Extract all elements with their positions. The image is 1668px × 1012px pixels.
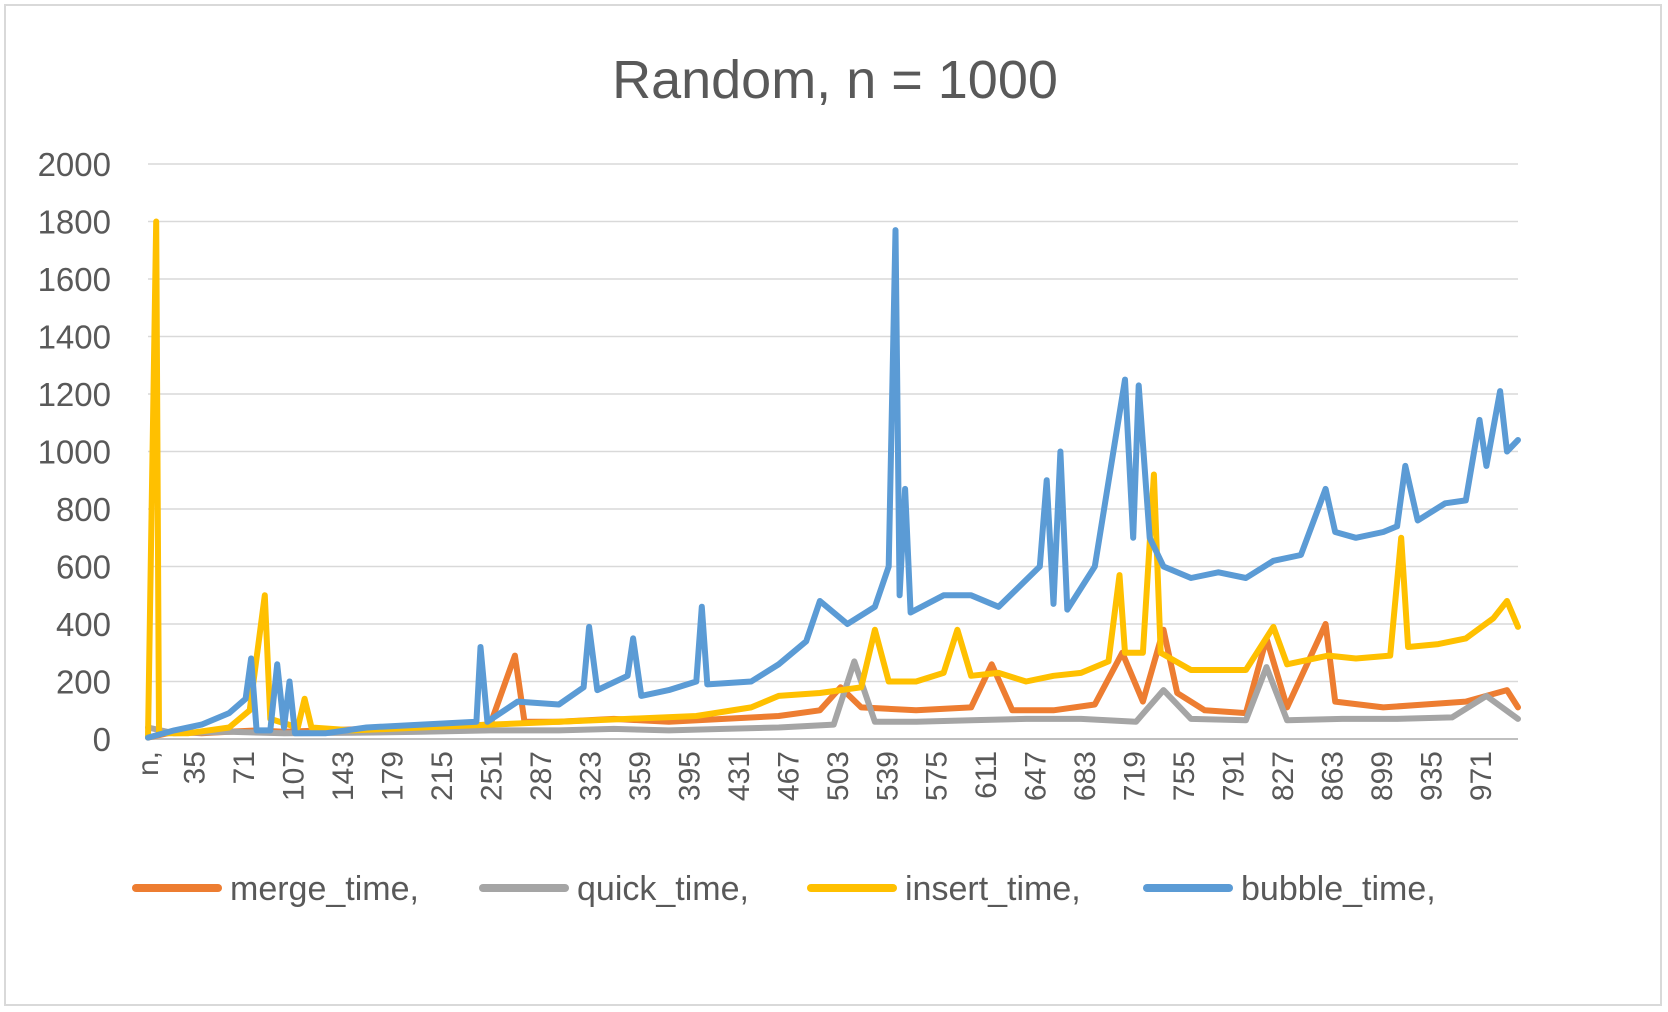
x-tick-label: 827 — [1267, 751, 1300, 801]
x-tick-label: 431 — [723, 751, 756, 801]
x-tick-label: n, — [132, 751, 165, 776]
series-layer — [145, 218, 1521, 741]
x-tick-label: 539 — [871, 751, 904, 801]
y-tick-label: 200 — [56, 664, 111, 701]
y-tick-label: 0 — [93, 721, 111, 758]
x-tick-label: 755 — [1168, 751, 1201, 801]
x-tick-label: 575 — [921, 751, 954, 801]
legend-label: merge_time, — [230, 870, 419, 908]
chart-frame: Random, n = 1000 0 200 400 600 800 1000 1200 14… — [4, 4, 1662, 1006]
y-tick-label: 1400 — [38, 319, 111, 356]
x-tick-label: 971 — [1465, 751, 1498, 801]
x-tick-label: 179 — [377, 751, 410, 801]
x-tick-label: 215 — [426, 751, 459, 801]
x-tick-label: 35 — [179, 751, 212, 784]
x-tick-label: 503 — [822, 751, 855, 801]
series-line-insert_time — [145, 218, 1521, 741]
x-tick-label: 611 — [970, 751, 1003, 799]
grid-layer — [148, 163, 1518, 740]
y-tick-label: 400 — [56, 606, 111, 643]
x-tick-label: 935 — [1415, 751, 1448, 801]
y-tick-label: 1200 — [38, 376, 111, 413]
y-axis-ticks: 0 200 400 600 800 1000 1200 1400 1600 1800 2000 — [38, 146, 111, 758]
x-tick-label: 251 — [476, 751, 509, 801]
x-axis-ticks: n, 35 71 107 143 179 215 251 287 323 359 395 431 467 5… — [132, 751, 1498, 801]
x-tick-label: 863 — [1316, 751, 1349, 801]
x-tick-label: 359 — [624, 751, 657, 801]
series-line-quick_time — [145, 658, 1521, 737]
y-tick-label: 1800 — [38, 204, 111, 241]
x-tick-label: 395 — [673, 751, 706, 801]
series-line-bubble_time — [145, 227, 1521, 741]
legend-label: bubble_time, — [1241, 870, 1436, 908]
x-tick-label: 143 — [327, 751, 360, 801]
legend: merge_time, quick_time, insert_time, bubble… — [132, 870, 1436, 908]
legend-label: quick_time, — [577, 870, 749, 908]
legend-label: insert_time, — [905, 870, 1081, 908]
x-tick-label: 647 — [1020, 751, 1053, 801]
line-chart: Random, n = 1000 0 200 400 600 800 1000 1200 14… — [38, 50, 1521, 908]
chart-title: Random, n = 1000 — [612, 50, 1058, 110]
y-tick-label: 2000 — [38, 146, 111, 183]
y-tick-label: 1600 — [38, 261, 111, 298]
x-tick-label: 899 — [1366, 751, 1399, 801]
x-tick-label: 107 — [278, 751, 311, 801]
y-tick-label: 800 — [56, 491, 111, 528]
x-tick-label: 323 — [574, 751, 607, 801]
x-tick-label: 71 — [228, 751, 261, 784]
x-tick-label: 287 — [525, 751, 558, 801]
x-tick-label: 791 — [1218, 751, 1251, 801]
y-tick-label: 1000 — [38, 434, 111, 471]
x-tick-label: 467 — [772, 751, 805, 801]
x-tick-label: 719 — [1119, 751, 1152, 801]
y-tick-label: 600 — [56, 549, 111, 586]
x-tick-label: 683 — [1069, 751, 1102, 801]
